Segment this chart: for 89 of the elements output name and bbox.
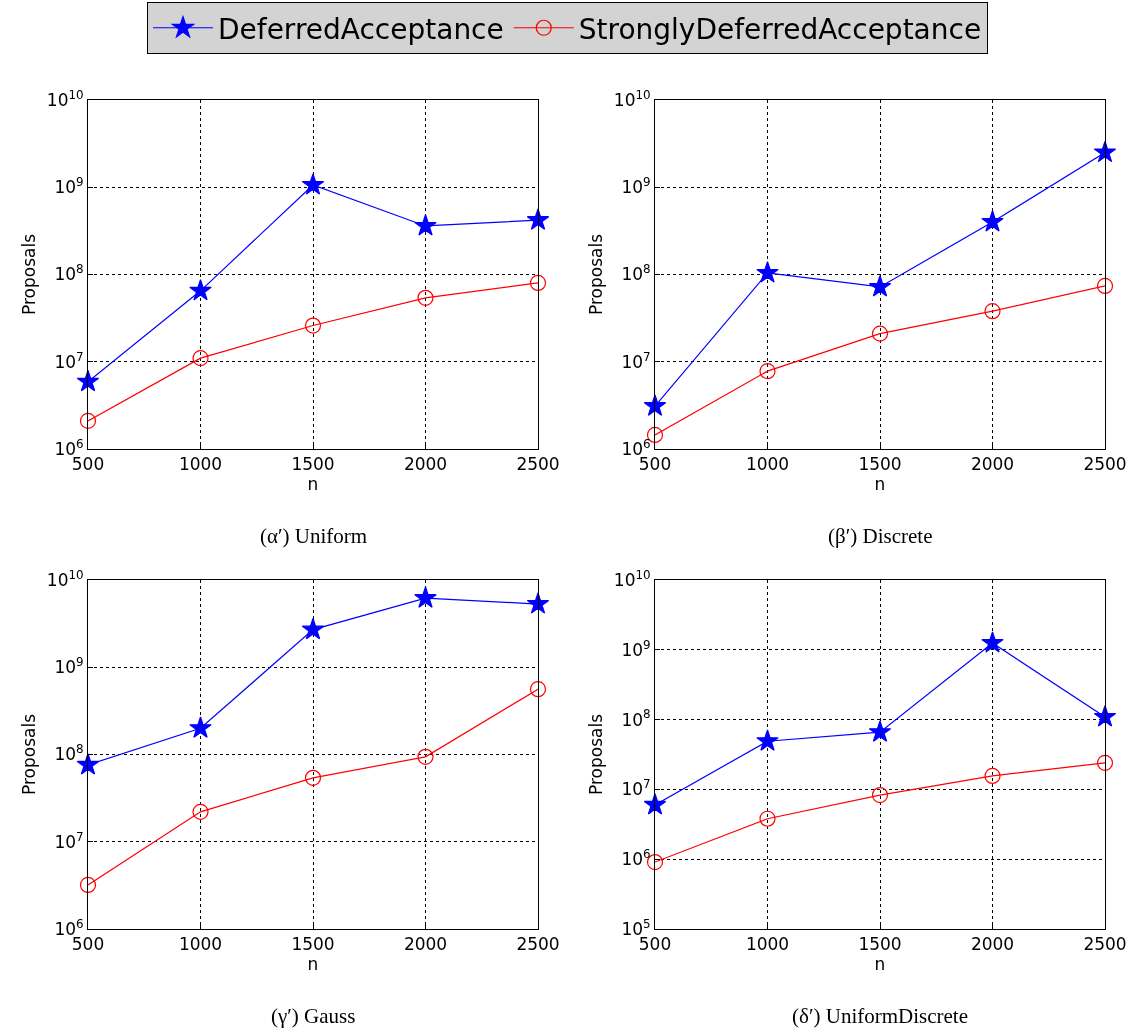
x-tick-label: 2500 — [1083, 934, 1127, 955]
legend-label: StronglyDeferredAcceptance — [578, 12, 982, 46]
x-tick-label: 1000 — [745, 934, 790, 955]
point — [756, 261, 779, 283]
x-axis-title: n — [307, 474, 319, 495]
point — [79, 876, 97, 894]
point — [868, 275, 892, 297]
text: (β′) Discrete — [828, 524, 933, 548]
x-tick-label: 500 — [71, 454, 105, 475]
point — [192, 350, 209, 367]
point — [868, 720, 892, 742]
point — [189, 716, 212, 738]
y-tick-label: 10$^{9}$ — [621, 637, 651, 660]
point — [756, 729, 779, 751]
point — [192, 803, 209, 820]
point — [189, 279, 212, 301]
x-tick-label: 2500 — [516, 454, 560, 475]
x-tick-label: 2000 — [403, 454, 448, 475]
x-tick-label: 1000 — [745, 454, 790, 475]
point — [981, 210, 1004, 232]
x-tick-label: 1500 — [858, 454, 902, 475]
y-tick-label: 10$^{9}$ — [54, 175, 84, 198]
point — [759, 810, 776, 827]
text: (γ′) Gauss — [271, 1004, 356, 1028]
point — [76, 369, 100, 392]
point — [984, 767, 1001, 785]
point — [759, 363, 776, 380]
x-axis-title: n — [874, 954, 886, 975]
y-tick-label: 10$^{6}$ — [621, 847, 651, 870]
point — [414, 214, 437, 236]
y-tick-label: 10$^{9}$ — [54, 655, 84, 678]
y-tick-label: 10$^{8}$ — [54, 262, 84, 285]
y-axis-title: Proposals — [19, 233, 40, 316]
x-tick-label: 2500 — [1083, 454, 1127, 475]
y-tick-label: 10$^{10}$ — [46, 87, 84, 110]
point — [871, 786, 889, 804]
x-axis-title: n — [307, 954, 319, 975]
x-tick-label: 1000 — [178, 934, 223, 955]
point — [1096, 754, 1114, 771]
x-tick-label: 500 — [638, 934, 672, 955]
point — [79, 412, 97, 429]
y-tick-label: 10$^{7}$ — [54, 829, 84, 852]
point — [526, 208, 550, 230]
y-tick-label: 10$^{9}$ — [621, 175, 651, 198]
point — [304, 317, 322, 334]
point — [529, 274, 547, 292]
y-tick-label: 10$^{8}$ — [621, 707, 651, 730]
x-tick-label: 500 — [71, 934, 105, 955]
x-axis-title: n — [874, 474, 886, 495]
x-tick-label: 2000 — [970, 934, 1015, 955]
point — [871, 325, 889, 342]
point — [414, 586, 437, 608]
point — [981, 631, 1004, 653]
y-tick-label: 10$^{10}$ — [613, 567, 651, 590]
point — [417, 289, 434, 306]
point — [76, 753, 100, 775]
y-tick-label: 10$^{10}$ — [613, 87, 651, 110]
x-tick-label: 2500 — [516, 934, 560, 955]
text: (α′) Uniform — [260, 524, 368, 548]
point — [304, 769, 322, 786]
legend-label: DeferredAcceptance — [218, 12, 504, 46]
point — [643, 394, 667, 416]
x-tick-label: 1500 — [858, 934, 902, 955]
y-tick-label: 10$^{8}$ — [54, 742, 84, 765]
point — [643, 793, 667, 815]
point — [301, 617, 325, 640]
x-tick-label: 1500 — [291, 934, 335, 955]
point — [984, 303, 1001, 320]
x-tick-label: 500 — [638, 454, 672, 475]
text: (δ′) UniformDiscrete — [792, 1004, 969, 1028]
point — [301, 173, 325, 195]
point — [1093, 140, 1117, 163]
point — [1096, 277, 1114, 294]
y-tick-label: 10$^{10}$ — [46, 567, 84, 590]
point — [417, 748, 434, 765]
y-tick-label: 10$^{8}$ — [621, 262, 651, 285]
point — [1093, 705, 1117, 727]
y-axis-title: Proposals — [586, 713, 607, 796]
x-tick-label: 2000 — [970, 454, 1015, 475]
x-tick-label: 2000 — [403, 934, 448, 955]
x-tick-label: 1500 — [291, 454, 335, 475]
y-tick-label: 10$^{7}$ — [621, 349, 651, 372]
y-tick-label: 10$^{7}$ — [621, 777, 651, 800]
y-tick-label: 10$^{7}$ — [54, 349, 84, 372]
point — [526, 592, 550, 614]
point — [529, 681, 547, 698]
x-tick-label: 1000 — [178, 454, 223, 475]
y-axis-title: Proposals — [586, 233, 607, 316]
y-axis-title: Proposals — [19, 713, 40, 796]
